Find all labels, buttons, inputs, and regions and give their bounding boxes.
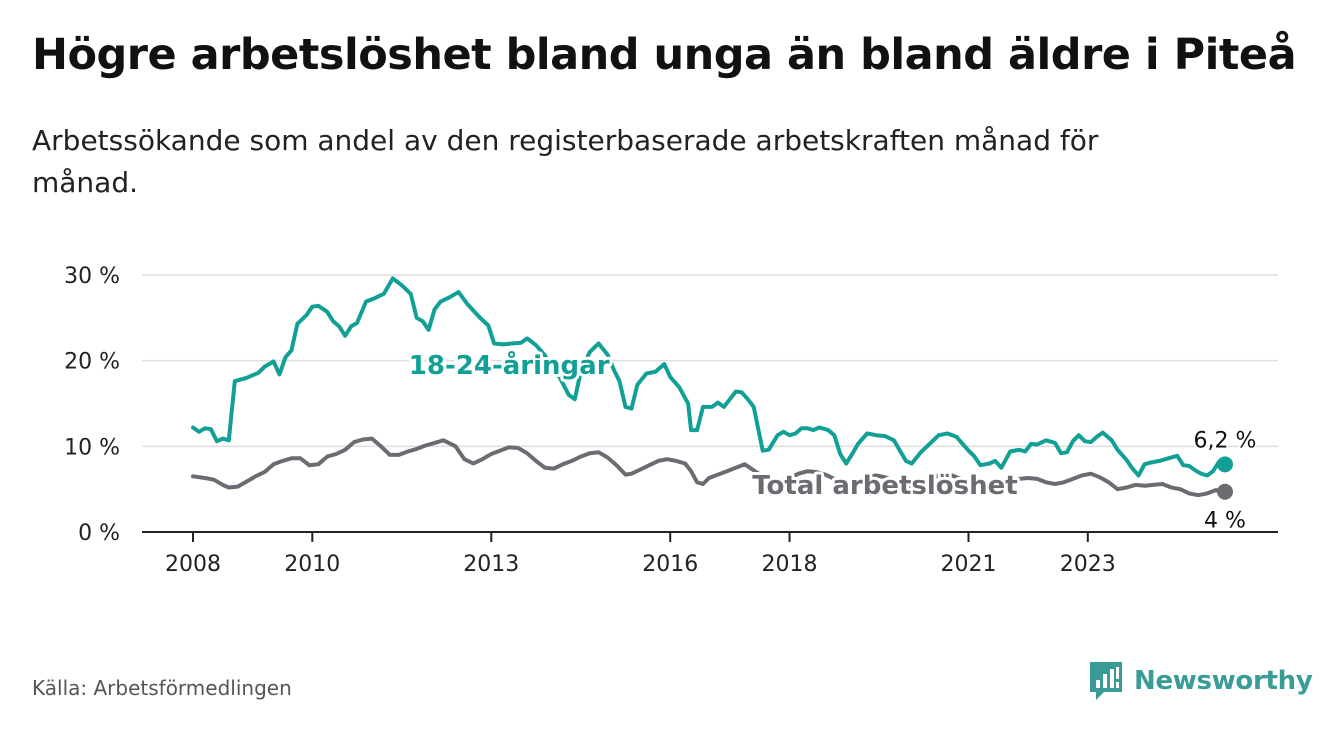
total-end-marker — [1217, 483, 1233, 500]
y-tick-label: 0 % — [78, 521, 120, 546]
x-tick-label: 2021 — [940, 552, 996, 577]
x-tick-label: 2018 — [762, 552, 818, 577]
brand-name: Newsworthy — [1134, 666, 1313, 696]
chart-title: Högre arbetslöshet bland unga än bland ä… — [32, 30, 1297, 80]
line-chart: 0 % 10 % 20 % 30 % 2008 2010 2013 2016 2018 2021… — [64, 264, 1278, 577]
total-end-value-label: 4 % — [1204, 509, 1246, 534]
youth-series-label: 18-24-åringar — [409, 349, 610, 381]
newsworthy-logo-icon — [1090, 662, 1122, 700]
x-tick-label: 2016 — [642, 552, 698, 577]
x-axis: 2008 2010 2013 2016 2018 2021 2023 — [142, 531, 1278, 577]
brand-logo: Newsworthy — [1088, 660, 1313, 702]
youth-end-value-label: 6,2 % — [1194, 428, 1257, 453]
source-note: Källa: Arbetsförmedlingen — [32, 676, 292, 700]
y-tick-label: 10 % — [64, 435, 120, 460]
total-line — [191, 436, 1227, 498]
youth-end-marker — [1217, 456, 1233, 473]
y-tick-label: 20 % — [64, 350, 120, 375]
y-tick-label: 30 % — [64, 264, 120, 289]
chart-subtitle: Arbetssökande som andel av den registerb… — [32, 124, 1099, 199]
x-tick-label: 2008 — [165, 552, 221, 577]
series-lines — [191, 276, 1233, 500]
y-axis: 0 % 10 % 20 % 30 % — [64, 264, 120, 546]
youth-line — [191, 276, 1227, 478]
total-series-label: Total arbetslöshet — [752, 471, 1017, 501]
gridlines — [142, 274, 1278, 448]
x-tick-label: 2010 — [284, 552, 340, 577]
x-tick-label: 2013 — [463, 552, 519, 577]
x-tick-label: 2023 — [1060, 552, 1116, 577]
series-labels: 18-24-åringar Total arbetslöshet 6,2 % 4 % — [406, 346, 1259, 536]
